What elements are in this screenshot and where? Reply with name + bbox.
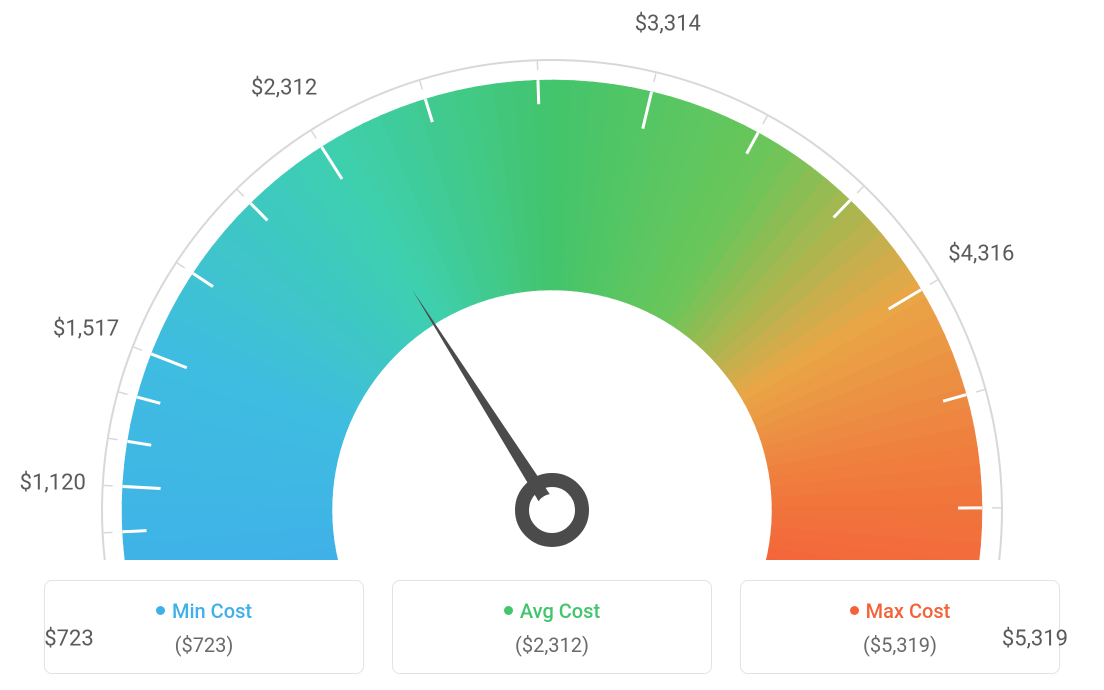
- legend-title-text: Avg Cost: [520, 599, 600, 623]
- gauge-tick-label: $3,314: [635, 11, 701, 36]
- gauge-tick-label: $1,120: [20, 470, 86, 495]
- legend-card: Avg Cost ($2,312): [392, 580, 712, 674]
- legend-row: Min Cost ($723) Avg Cost ($2,312) Max Cost ($…: [0, 580, 1104, 674]
- gauge-tick-label: $1,517: [53, 316, 119, 341]
- gauge-chart: $723$1,120$1,517$2,312$3,314$4,316$5,319: [0, 0, 1104, 560]
- legend-title: Max Cost: [751, 599, 1049, 623]
- legend-dot-icon: [504, 606, 513, 615]
- gauge-tick-label: $2,312: [251, 75, 317, 100]
- gauge-tick-label: $723: [44, 627, 93, 652]
- legend-value: ($2,312): [403, 633, 701, 657]
- legend-dot-icon: [850, 606, 859, 615]
- legend-title: Min Cost: [55, 599, 353, 623]
- gauge-svg: [0, 0, 1104, 560]
- legend-title: Avg Cost: [403, 599, 701, 623]
- gauge-tick-label: $4,316: [948, 241, 1014, 266]
- legend-value: ($723): [55, 633, 353, 657]
- gauge-tick-label: $5,319: [1002, 627, 1068, 652]
- legend-title-text: Min Cost: [172, 599, 252, 623]
- legend-dot-icon: [156, 606, 165, 615]
- legend-title-text: Max Cost: [866, 599, 951, 623]
